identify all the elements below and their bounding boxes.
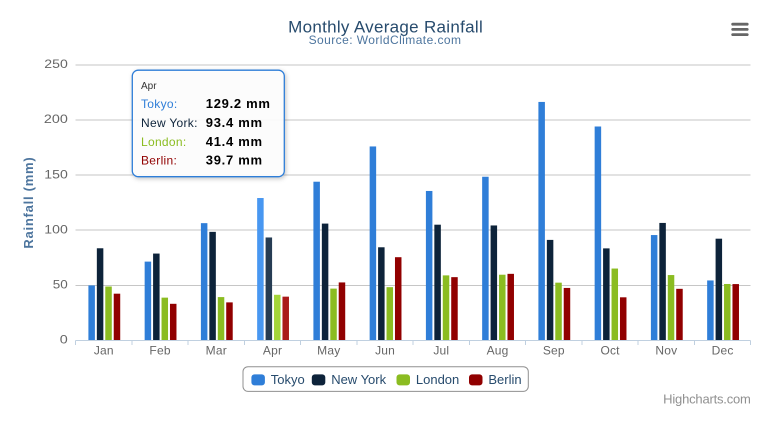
svg-text:Mar: Mar (206, 344, 227, 358)
svg-text:250: 250 (44, 57, 68, 71)
svg-text:50: 50 (53, 278, 68, 292)
svg-text:129.2 mm: 129.2 mm (206, 96, 271, 111)
svg-text:Jun: Jun (375, 344, 395, 358)
svg-text:New York: New York (331, 372, 386, 387)
svg-text:New York:: New York: (141, 116, 198, 130)
svg-text:Berlin: Berlin (488, 372, 521, 387)
svg-text:Aug: Aug (487, 344, 509, 358)
svg-text:Dec: Dec (712, 344, 734, 358)
svg-text:100: 100 (44, 222, 68, 236)
svg-text:150: 150 (44, 167, 68, 181)
svg-text:Oct: Oct (600, 344, 620, 358)
svg-text:93.4 mm: 93.4 mm (206, 115, 263, 130)
svg-text:200: 200 (44, 112, 68, 126)
svg-text:Tokyo:: Tokyo: (141, 97, 177, 111)
svg-text:Monthly Average Rainfall: Monthly Average Rainfall (288, 17, 483, 36)
svg-text:Jul: Jul (433, 344, 449, 358)
svg-text:Nov: Nov (655, 344, 677, 358)
svg-text:London:: London: (141, 135, 186, 149)
svg-text:0: 0 (60, 333, 68, 347)
svg-text:May: May (317, 344, 340, 358)
svg-text:Source: WorldClimate.com: Source: WorldClimate.com (309, 33, 462, 47)
svg-text:Jan: Jan (94, 344, 114, 358)
svg-text:39.7 mm: 39.7 mm (206, 152, 263, 167)
svg-text:41.4 mm: 41.4 mm (206, 134, 263, 149)
svg-text:Sep: Sep (543, 344, 565, 358)
svg-text:London: London (416, 372, 459, 387)
svg-text:Tokyo: Tokyo (271, 372, 305, 387)
svg-text:Feb: Feb (149, 344, 170, 358)
svg-text:Apr: Apr (141, 81, 157, 92)
svg-text:Highcharts.com: Highcharts.com (663, 392, 751, 407)
svg-text:Berlin:: Berlin: (141, 153, 177, 167)
svg-text:Apr: Apr (263, 344, 282, 358)
svg-text:Rainfall (mm): Rainfall (mm) (21, 157, 36, 249)
